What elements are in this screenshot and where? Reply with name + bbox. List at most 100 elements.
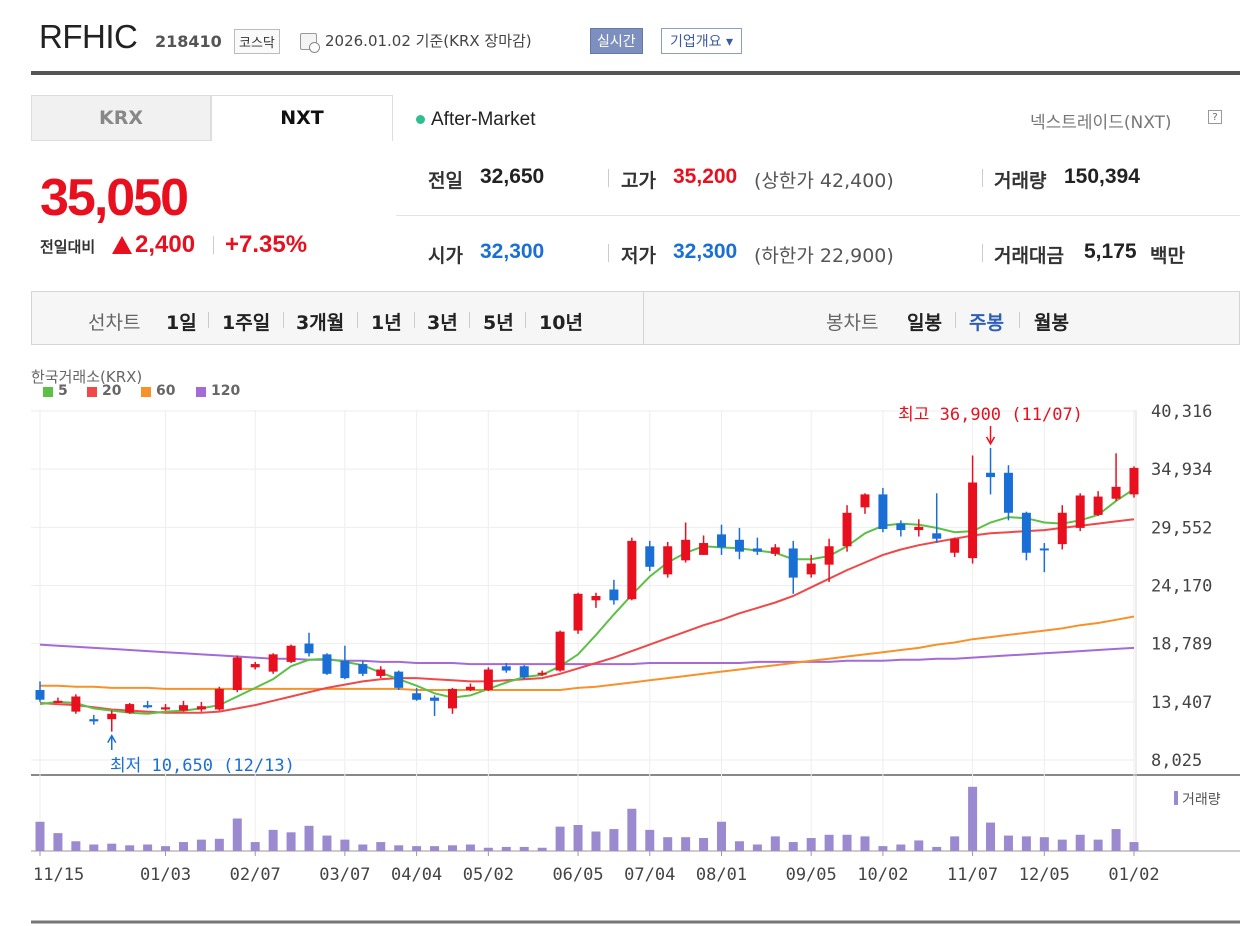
tab-krx[interactable]: KRX [31,95,211,141]
low-value: 32,300 [673,240,738,263]
period-3m[interactable]: 3개월 [296,312,345,334]
header-divider [31,71,1240,75]
stats-divider [396,215,1240,216]
low-label: 저가 [621,245,656,267]
volume-bar [1075,834,1085,851]
volume-bar [412,846,422,851]
volume-legend-swatch [1174,791,1178,805]
candle-body [89,719,99,722]
y-tick-label: 34,934 [1151,460,1212,480]
legend-ma60-swatch [141,387,151,397]
volume-bar [1129,842,1139,851]
candle-body [734,539,744,552]
period-5y[interactable]: 5년 [483,312,514,334]
volume-bar [770,836,780,851]
candle-weekly[interactable]: 주봉 [969,312,1004,334]
help-icon[interactable]: ? [1208,110,1222,124]
volume-bar [932,846,942,851]
y-tick-label: 18,789 [1151,635,1212,655]
candle-body [914,526,924,531]
volume-bar [627,808,637,851]
x-tick-label: 06/05 [552,865,603,885]
candle-body [1093,496,1103,515]
ma60-line [40,615,1135,691]
candle-body [717,534,727,548]
volume-bar [1093,839,1103,851]
volume-bar [286,832,296,851]
separator [213,236,214,254]
candle-monthly[interactable]: 월봉 [1034,312,1069,334]
candle-body [519,666,529,678]
prev-close-value: 32,650 [480,165,545,188]
volume-legend-label: 거래량 [1182,792,1221,808]
volume-bar [178,842,188,851]
candle-daily[interactable]: 일봉 [907,312,942,334]
x-tick-label: 09/05 [786,865,837,885]
company-overview-button[interactable]: 기업개요 ▾ [661,28,742,54]
candle-body [394,671,404,688]
chart-source: 한국거래소(KRX) [31,368,143,386]
ma120-line [39,643,1135,666]
volume-bar [537,847,547,851]
separator [1019,312,1020,328]
separator [283,312,284,328]
y-tick-label: 24,170 [1151,577,1212,597]
change-value: 2,400 [135,231,196,258]
candle-body [465,686,475,691]
volume-bar [663,837,673,851]
x-tick-label: 04/04 [391,865,442,885]
session-label: After-Market [431,109,536,130]
period-bar [31,291,1240,345]
volume-bar [806,838,816,851]
volume-bar [447,845,457,851]
x-tick-label: 12/05 [1019,865,1070,885]
volume-bar [376,842,386,851]
period-1d[interactable]: 1일 [166,312,197,334]
change-percent: +7.35% [225,231,308,258]
period-1y[interactable]: 1년 [371,312,402,334]
candle-body [268,654,278,672]
period-10y[interactable]: 10년 [539,312,583,334]
volume-bar [1057,839,1067,851]
base-date: 2026.01.02 기준(KRX 장마감) [325,32,532,50]
candle-body [591,595,601,601]
volume-value: 150,394 [1064,165,1140,188]
volume-bar [394,845,404,851]
volume-bar [699,838,709,851]
separator [525,312,526,328]
nxt-link[interactable]: 넥스트레이드(NXT) [1030,113,1172,133]
separator [608,169,609,187]
candle-body [968,482,978,559]
legend-ma20-swatch [87,387,97,397]
calendar-clock-icon [300,33,320,53]
candle-body [824,546,834,565]
separator [955,312,956,328]
volume-bar [645,829,655,851]
high-arrow-head [985,436,996,446]
volume-bar [896,844,906,851]
candle-body [304,643,314,654]
volume-bar [89,844,99,851]
realtime-button[interactable]: 실시간 [590,28,643,54]
period-1w[interactable]: 1주일 [222,312,271,334]
volume-bar [107,843,117,851]
volume-bar [555,826,565,851]
candle-body [1021,512,1031,553]
period-3y[interactable]: 3년 [427,312,458,334]
current-price: 35,050 [40,169,189,227]
volume-bar [232,818,242,851]
separator [608,244,609,262]
separator [469,312,470,328]
volume-bar [573,825,583,851]
legend-ma5-swatch [43,387,53,397]
volume-bar [53,833,63,851]
x-tick-label: 07/04 [624,865,675,885]
volume-label: 거래량 [994,170,1047,192]
y-tick-label: 40,316 [1151,402,1212,422]
lower-limit: (하한가 22,900) [754,245,894,267]
volume-bar [860,836,870,851]
x-tick-label: 03/07 [319,865,370,885]
volume-bar [914,840,924,851]
candle-body [232,657,242,691]
tab-nxt[interactable]: NXT [211,95,393,141]
